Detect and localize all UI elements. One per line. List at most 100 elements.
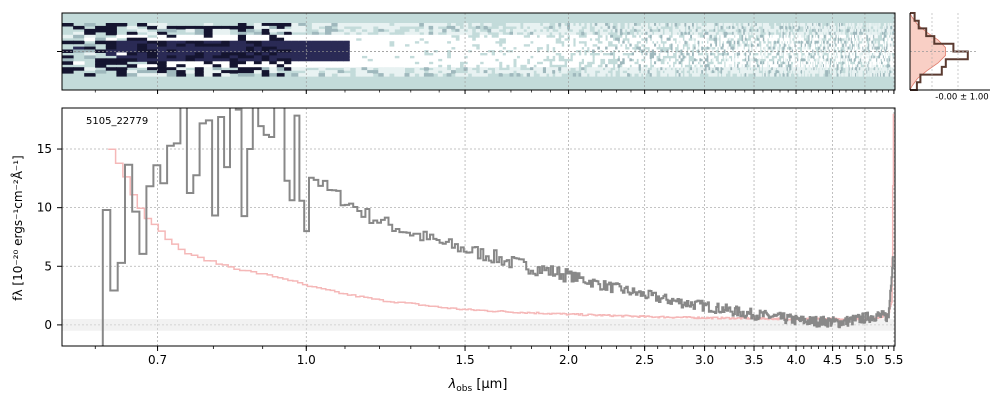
spectrum-2d-pixel: [451, 67, 456, 71]
x-tick-label: 3.0: [695, 353, 714, 367]
spectrum-2d-pixel: [539, 40, 544, 45]
x-axis-label: λobs [μm]: [448, 377, 508, 394]
spectrum-2d-pixel: [744, 40, 747, 45]
spectrum-2d-pixel: [95, 25, 107, 30]
spectrum-2d-pixel: [874, 34, 876, 39]
spectrum-2d-pixel: [753, 34, 756, 39]
spectrum-2d-pixel: [697, 73, 700, 77]
spectrum-2d-pixel: [701, 70, 704, 74]
spectrum-2d-pixel: [343, 58, 351, 62]
spectrum-2d-pixel: [717, 64, 720, 68]
spectrum-2d-pixel: [670, 43, 674, 48]
spectrum-2d-pixel: [631, 64, 635, 68]
spectrum-2d-pixel: [509, 37, 514, 42]
spectrum-2d-pixel: [337, 73, 345, 77]
spectrum-2d-pixel: [423, 73, 430, 77]
spectrum-2d-pixel: [126, 73, 138, 77]
spectrum-2d-pixel: [772, 67, 775, 71]
spectrum-2d-pixel: [261, 34, 270, 39]
spectrum-2d-pixel: [703, 52, 706, 56]
spectrum-2d-pixel: [882, 70, 885, 74]
spectrum-2d-pixel: [607, 67, 611, 71]
spectrum-2d-pixel: [237, 28, 247, 33]
spectrum-2d-pixel: [423, 23, 430, 27]
spectrum-2d-pixel: [711, 40, 715, 45]
spectrum-2d-pixel: [523, 70, 528, 74]
spectrum-2d-pixel: [305, 61, 313, 65]
spectrum-2d-pixel: [629, 40, 633, 45]
spectrum-2d-pixel: [827, 49, 830, 53]
spectrum-2d-pixel: [592, 34, 596, 39]
spectrum-2d-pixel: [276, 34, 285, 39]
spectrum-2d-pixel: [843, 52, 845, 56]
spectrum-2d-pixel: [599, 67, 603, 71]
spectrum-2d-pixel: [581, 70, 585, 74]
spectrum-2d-pixel: [808, 34, 811, 39]
spectrum-2d-pixel: [820, 49, 823, 53]
spectrum-2d-pixel: [810, 64, 813, 68]
spectrum-2d-pixel: [686, 23, 689, 27]
spectrum-2d-pixel: [749, 61, 752, 65]
spectrum-2d-pixel: [404, 58, 410, 62]
spectrum-2d-pixel: [619, 40, 623, 45]
spectrum-2d-pixel: [869, 37, 871, 42]
spectrum-2d-pixel: [740, 55, 743, 59]
spectrum-2d-pixel: [791, 34, 794, 39]
spectrum-2d-pixel: [786, 31, 789, 36]
spectrum-2d-pixel: [841, 55, 843, 59]
spectrum-2d-pixel: [291, 61, 299, 65]
spectrum-2d-pixel: [875, 58, 877, 62]
spectrum-2d-pixel: [463, 37, 469, 42]
spectrum-2d-pixel: [367, 67, 374, 71]
spectrum-2d-pixel: [487, 61, 492, 65]
spectrum-2d-pixel: [772, 34, 775, 39]
spectrum-2d-pixel: [597, 58, 601, 62]
spectrum-2d-pixel: [331, 31, 339, 36]
spectrum-2d-pixel: [837, 43, 840, 48]
spectrum-2d-pixel: [451, 31, 456, 36]
spectrum-2d-pixel: [765, 23, 768, 27]
spectrum-2d-pixel: [787, 28, 790, 33]
spectrum-2d-pixel: [688, 31, 691, 36]
spectrum-2d-pixel: [505, 40, 510, 45]
spectrum-2d-pixel: [859, 70, 861, 74]
spectrum-2d-pixel: [797, 70, 799, 74]
spectrum-2d-pixel: [539, 55, 544, 59]
spectrum-2d-pixel: [276, 31, 285, 36]
spectrum-2d-pixel: [770, 73, 772, 77]
spectrum-2d-pixel: [638, 67, 642, 71]
spectrum-2d-pixel: [782, 64, 785, 68]
spectrum-2d-pixel: [723, 40, 726, 45]
spectrum-2d-pixel: [750, 61, 753, 65]
spectrum-2d-pixel: [157, 25, 168, 30]
spectrum-2d-pixel: [850, 46, 853, 51]
spectrum-2d-pixel: [622, 58, 626, 62]
spectrum-2d-pixel: [891, 40, 893, 45]
spectrum-2d-pixel: [253, 55, 263, 59]
spectrum-2d-pixel: [746, 55, 749, 59]
spectrum-2d-pixel: [670, 52, 674, 56]
spectrum-2d-pixel: [820, 46, 823, 51]
spectrum-2d-pixel: [772, 70, 775, 74]
spectrum-2d-pixel: [291, 67, 299, 71]
spectrum-2d-pixel: [778, 28, 781, 33]
spectrum-2d-pixel: [62, 23, 74, 27]
spectrum-2d-pixel: [793, 67, 795, 71]
spectrum-2d-pixel: [710, 52, 713, 56]
spectrum-2d-pixel: [764, 55, 767, 59]
spectrum-2d-pixel: [704, 61, 708, 65]
spectrum-2d-pixel: [797, 61, 799, 65]
spectrum-2d-pixel: [755, 70, 758, 74]
spectrum-2d-pixel: [727, 34, 730, 39]
spectrum-2d-pixel: [750, 55, 753, 59]
spectrum-2d-pixel: [720, 43, 723, 48]
spectrum-2d-pixel: [631, 70, 635, 74]
spectrum-2d-pixel: [542, 67, 547, 71]
spectrum-2d-pixel: [802, 37, 804, 42]
spectrum-2d-pixel: [459, 55, 465, 59]
spectrum-2d-pixel: [867, 61, 869, 65]
spectrum-2d-pixel: [516, 43, 521, 48]
spectrum-2d-pixel: [861, 58, 863, 62]
spectrum-2d-pixel: [863, 37, 865, 42]
spectrum-2d-pixel: [826, 58, 829, 62]
